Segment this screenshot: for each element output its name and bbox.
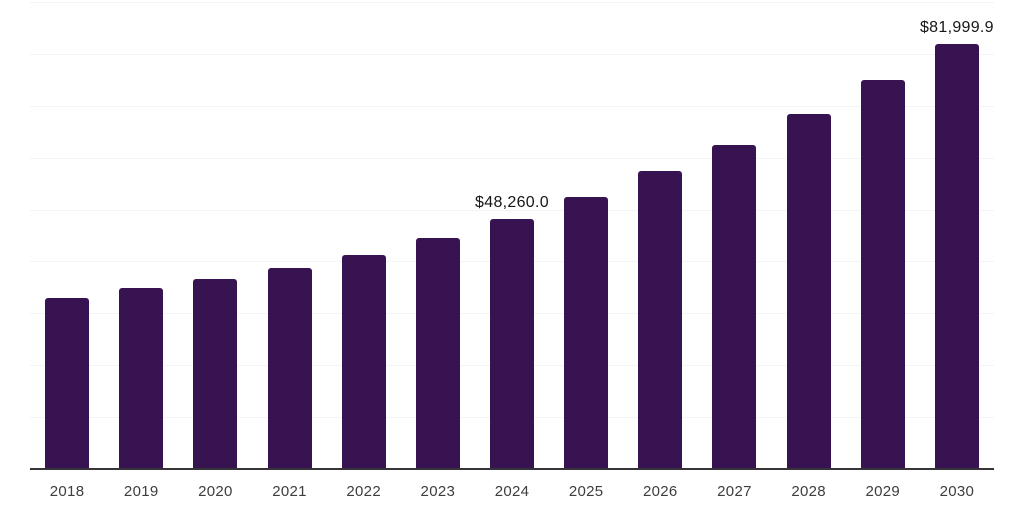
x-tick-2018: 2018 <box>49 483 85 500</box>
x-tick-2024: 2024 <box>494 483 530 500</box>
bar-2025 <box>564 196 609 469</box>
x-tick-2022: 2022 <box>346 483 381 500</box>
gridline-70000 <box>30 105 994 107</box>
bar-2022 <box>341 254 386 469</box>
x-tick-2027: 2027 <box>717 483 752 500</box>
x-axis-line <box>30 468 994 470</box>
bar-2024 <box>490 218 534 469</box>
x-tick-2021: 2021 <box>272 483 307 500</box>
bar-2020 <box>193 278 238 469</box>
x-tick-2028: 2028 <box>791 483 826 500</box>
x-tick-2023: 2023 <box>420 483 456 500</box>
gridline-60000 <box>30 157 994 159</box>
x-tick-2025: 2025 <box>568 483 604 500</box>
gridline-80000 <box>30 53 994 55</box>
bar-2030 <box>934 43 979 469</box>
bar-value-label-2030: $81,999.9 <box>919 18 994 36</box>
bar-2018 <box>45 297 90 469</box>
x-tick-2019: 2019 <box>123 483 159 500</box>
bar-2023 <box>415 237 460 469</box>
bar-2029 <box>860 79 905 469</box>
plot-area: $48,260.0 $81,999.9 <box>30 2 994 470</box>
bar-2021 <box>267 267 312 469</box>
bar-2026 <box>638 171 683 469</box>
bar-2019 <box>119 288 164 469</box>
x-axis-tick-labels: 2018 2019 2020 2021 2022 2023 2024 2025 2026 2027… <box>30 483 994 509</box>
gridline-50000 <box>30 209 994 211</box>
gridline-90000 <box>30 2 994 3</box>
bar-2027 <box>712 144 757 469</box>
bar-value-label-2024: $48,260.0 <box>475 193 549 211</box>
x-tick-2030: 2030 <box>939 483 975 500</box>
bar-2028 <box>786 114 831 469</box>
x-tick-2029: 2029 <box>865 483 901 500</box>
x-tick-2026: 2026 <box>643 483 678 500</box>
x-tick-2020: 2020 <box>198 483 233 500</box>
